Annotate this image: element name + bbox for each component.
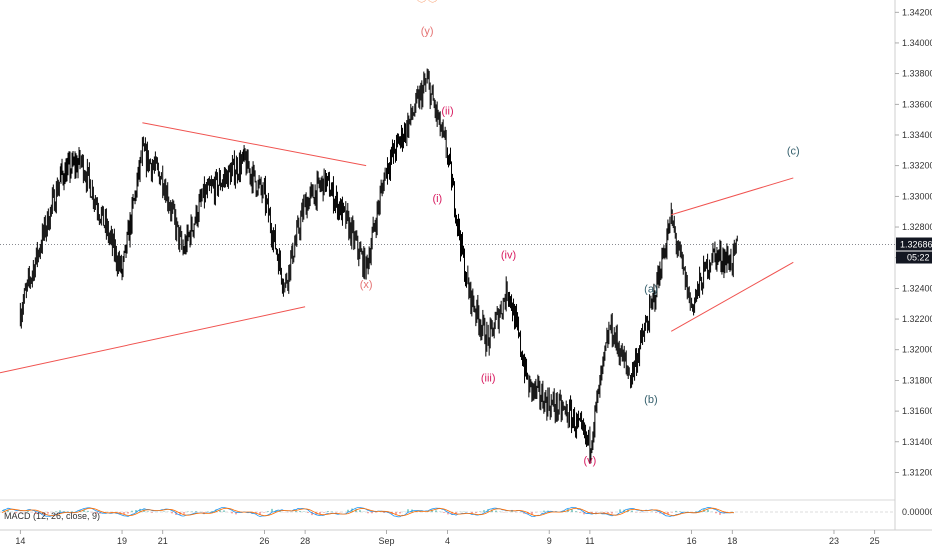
time-axis-ticks: 14 19 21 26 28 Sep 4 9 11 16 18 23 25 [15,530,880,546]
price-tick-label: 1.32400 [902,283,932,293]
price-tick-label: 1.34200 [902,7,932,17]
countdown-badge [896,251,932,264]
time-tick-label: 9 [547,536,552,546]
wave-label: (ii) [441,105,453,117]
wave-label: (iv) [501,250,516,262]
price-tick-label: 1.31400 [902,437,932,447]
time-tick-label: 23 [829,536,839,546]
wave-label: (b) [644,394,657,406]
time-tick-label: 28 [300,536,310,546]
trendline[interactable] [0,306,306,374]
macd-legend[interactable]: MACD (12, 26, close, 9) [4,511,101,521]
wave-label: (i) [432,193,442,205]
time-tick-label: 19 [117,536,127,546]
price-tick-label: 1.33200 [902,161,932,171]
time-tick-label: 4 [445,536,450,546]
current-price-marker: 1.32686 05:22 [0,237,932,264]
current-price-badge [896,237,932,251]
price-tick-label: 1.34000 [902,38,932,48]
trendline[interactable] [142,122,367,167]
countdown-value: 05:22 [907,253,930,263]
macd-series [1,506,735,518]
price-tick-label: 1.31200 [902,467,932,477]
time-tick-label: 14 [15,536,25,546]
price-tick-label: 1.32000 [902,345,932,355]
wave-label: (v) [583,455,596,467]
time-tick-label: 11 [585,536,594,546]
price-series [19,68,738,464]
price-tick-label: 1.33000 [902,191,932,201]
wave-label: (y) [421,26,434,38]
wave-label: (a) [644,283,657,295]
time-tick-label: 21 [158,536,168,546]
time-tick-label: Sep [378,536,394,546]
price-tick-label: 1.33400 [902,130,932,140]
price-tick-label: 1.32200 [902,314,932,324]
trendlines[interactable] [0,122,794,374]
wave-labels: ⓘⓘ (y) (ii) (i) (x) (iv) (iii) (v) (a) (b) (c) [360,0,800,467]
time-tick-label: 18 [727,536,737,546]
time-tick-label: 25 [870,536,880,546]
price-tick-label: 1.32800 [902,222,932,232]
macd-line [1,506,735,518]
macd-signal-line [1,507,735,517]
price-tick-label: 1.31800 [902,375,932,385]
wave-label: (c) [787,145,800,157]
wave-label: (x) [360,279,373,291]
wave-label: ⓘⓘ [416,0,438,4]
macd-axis-zero-tick: 0.00000 [902,507,932,517]
trendline[interactable] [671,261,794,332]
current-price-value: 1.32686 [900,240,932,250]
price-tick-label: 1.31600 [902,406,932,416]
time-tick-label: 26 [259,536,269,546]
price-tick-label: 1.33600 [902,99,932,109]
wave-label: (iii) [481,372,496,384]
trendline[interactable] [671,177,794,216]
time-tick-label: 16 [687,536,697,546]
price-tick-label: 1.33800 [902,69,932,79]
